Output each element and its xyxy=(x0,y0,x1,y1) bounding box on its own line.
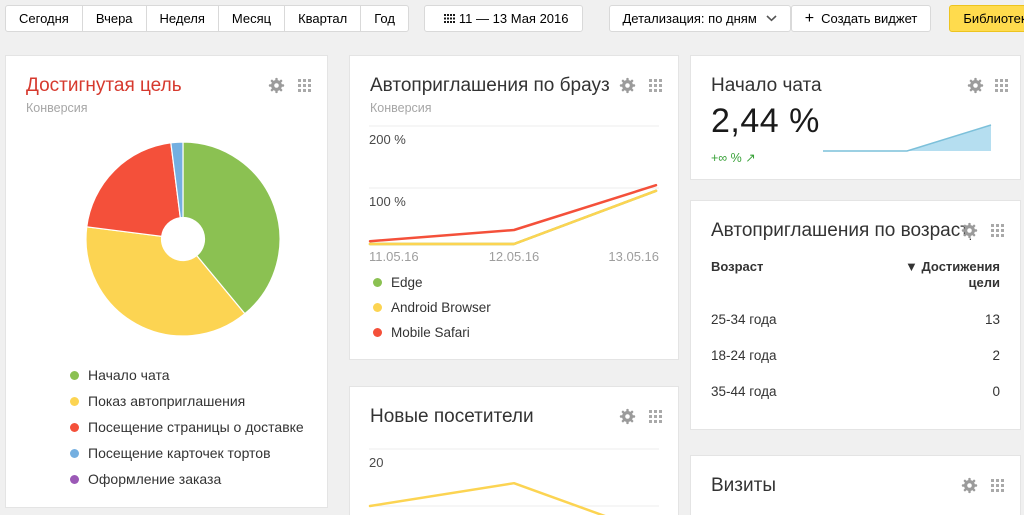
legend-item[interactable]: Edge xyxy=(373,275,491,290)
widget-goal: Достигнутая цель Конверсия Начало чата П… xyxy=(5,55,328,508)
drag-handle-icon[interactable] xyxy=(995,79,1008,92)
create-widget-button[interactable]: + Создать виджет xyxy=(790,5,932,32)
widget-subtitle: Конверсия xyxy=(26,101,88,115)
svg-text:11.05.16: 11.05.16 xyxy=(369,249,419,264)
legend-item[interactable]: Посещение страницы о доставке xyxy=(70,419,304,435)
widget-age: Автоприглашения по возрасту Возраст ▼ До… xyxy=(690,200,1021,430)
value-cell: 2 xyxy=(992,347,1000,363)
table-row: 25-34 года 13 xyxy=(711,301,1000,337)
drag-handle-icon[interactable] xyxy=(991,224,1004,237)
settings-gear-icon[interactable] xyxy=(961,222,978,239)
date-range-button[interactable]: 11 — 13 Мая 2016 xyxy=(423,5,583,32)
legend-dot xyxy=(373,278,382,287)
legend-dot xyxy=(373,303,382,312)
widget-title: Автоприглашения по возрасту xyxy=(711,220,971,241)
table-row: 18-24 года 2 xyxy=(711,337,1000,373)
drag-handle-icon[interactable] xyxy=(298,79,311,92)
settings-gear-icon[interactable] xyxy=(619,77,636,94)
settings-gear-icon[interactable] xyxy=(268,77,285,94)
period-today[interactable]: Сегодня xyxy=(5,5,83,32)
svg-text:10: 10 xyxy=(369,512,383,515)
svg-text:20: 20 xyxy=(369,455,383,470)
drag-handle-icon[interactable] xyxy=(649,79,662,92)
period-week[interactable]: Неделя xyxy=(145,5,219,32)
legend-dot xyxy=(373,328,382,337)
legend-label: Оформление заказа xyxy=(88,471,222,487)
browsers-legend: Edge Android Browser Mobile Safari xyxy=(373,275,491,350)
widget-title: Новые посетители xyxy=(370,406,534,427)
age-cell: 35-44 года xyxy=(711,383,777,399)
legend-dot xyxy=(70,370,79,380)
widget-subtitle: Конверсия xyxy=(370,101,432,115)
metric-value: 2,44 % xyxy=(711,102,820,140)
goal-sort-header[interactable]: ▼ Достижения цели xyxy=(905,259,1000,291)
value-cell: 13 xyxy=(984,311,1000,327)
legend-label: Начало чата xyxy=(88,367,170,383)
sort-indicator-line2: цели xyxy=(968,275,1000,290)
widget-library-button[interactable]: Библиотека виджетов xyxy=(949,5,1024,32)
svg-text:200 %: 200 % xyxy=(369,132,406,147)
period-month[interactable]: Месяц xyxy=(217,5,286,32)
svg-text:100 %: 100 % xyxy=(369,194,406,209)
legend-label: Android Browser xyxy=(391,300,491,315)
legend-item[interactable]: Mobile Safari xyxy=(373,325,491,340)
legend-dot xyxy=(70,474,79,484)
legend-label: Edge xyxy=(391,275,423,290)
legend-item[interactable]: Показ автоприглашения xyxy=(70,393,304,409)
legend-label: Mobile Safari xyxy=(391,325,470,340)
settings-gear-icon[interactable] xyxy=(619,408,636,425)
widget-title[interactable]: Достигнутая цель xyxy=(26,75,182,96)
legend-item[interactable]: Посещение карточек тортов xyxy=(70,445,304,461)
period-year[interactable]: Год xyxy=(360,5,409,32)
browsers-line-chart[interactable]: 200 % 100 % 11.05.16 12.05.16 13.05.16 xyxy=(350,56,680,268)
widget-title: Автоприглашения по браузе... xyxy=(370,75,610,96)
legend-label: Показ автоприглашения xyxy=(88,393,246,409)
widget-chat-start: Начало чата 2,44 % +∞ % ↗ xyxy=(690,55,1021,180)
drag-handle-icon[interactable] xyxy=(991,479,1004,492)
chevron-down-icon xyxy=(766,15,777,22)
age-table-body: 25-34 года 13 18-24 года 2 35-44 года 0 xyxy=(711,301,1000,409)
settings-gear-icon[interactable] xyxy=(967,77,984,94)
age-cell: 25-34 года xyxy=(711,311,777,327)
legend-dot xyxy=(70,396,79,406)
value-cell: 0 xyxy=(992,383,1000,399)
period-yesterday[interactable]: Вчера xyxy=(81,5,147,32)
svg-text:12.05.16: 12.05.16 xyxy=(489,249,540,264)
widget-visits: Визиты xyxy=(690,455,1021,515)
legend-dot xyxy=(70,422,79,432)
granularity-dropdown[interactable]: Детализация: по дням xyxy=(608,5,791,32)
legend-label: Посещение страницы о доставке xyxy=(88,419,304,435)
period-selector: Сегодня Вчера Неделя Месяц Квартал Год xyxy=(5,5,409,32)
metric-delta: +∞ % ↗ xyxy=(711,151,756,165)
svg-text:13.05.16: 13.05.16 xyxy=(608,249,659,264)
age-table-header: Возраст ▼ Достижения цели xyxy=(711,259,1000,291)
goal-pie-chart[interactable] xyxy=(6,116,329,351)
age-cell: 18-24 года xyxy=(711,347,777,363)
widget-browsers: Автоприглашения по браузе... Конверсия 2… xyxy=(349,55,679,360)
calendar-grid-icon xyxy=(438,14,450,23)
toolbar: Сегодня Вчера Неделя Месяц Квартал Год 1… xyxy=(5,5,1024,32)
goal-legend: Начало чата Показ автоприглашения Посеще… xyxy=(70,367,304,497)
legend-item[interactable]: Android Browser xyxy=(373,300,491,315)
legend-item[interactable]: Оформление заказа xyxy=(70,471,304,487)
plus-icon: + xyxy=(804,9,815,27)
granularity-label: Детализация: по дням xyxy=(622,11,757,26)
widget-title: Начало чата xyxy=(711,75,822,96)
age-column-header: Возраст xyxy=(711,259,764,274)
legend-dot xyxy=(70,448,79,458)
legend-label: Посещение карточек тортов xyxy=(88,445,271,461)
sort-indicator-line1: ▼ Достижения xyxy=(905,259,1000,274)
settings-gear-icon[interactable] xyxy=(961,477,978,494)
widget-new-visitors: Новые посетители 2010 xyxy=(349,386,679,515)
chat-sparkline xyxy=(823,124,992,152)
date-range-label: 11 — 13 Мая 2016 xyxy=(458,11,569,26)
drag-handle-icon[interactable] xyxy=(649,410,662,423)
period-quarter[interactable]: Квартал xyxy=(284,5,362,32)
create-widget-label: Создать виджет xyxy=(821,11,918,26)
table-row: 35-44 года 0 xyxy=(711,373,1000,409)
legend-item[interactable]: Начало чата xyxy=(70,367,304,383)
widget-title: Визиты xyxy=(711,475,776,496)
new-visitors-chart[interactable]: 2010 xyxy=(350,387,680,515)
